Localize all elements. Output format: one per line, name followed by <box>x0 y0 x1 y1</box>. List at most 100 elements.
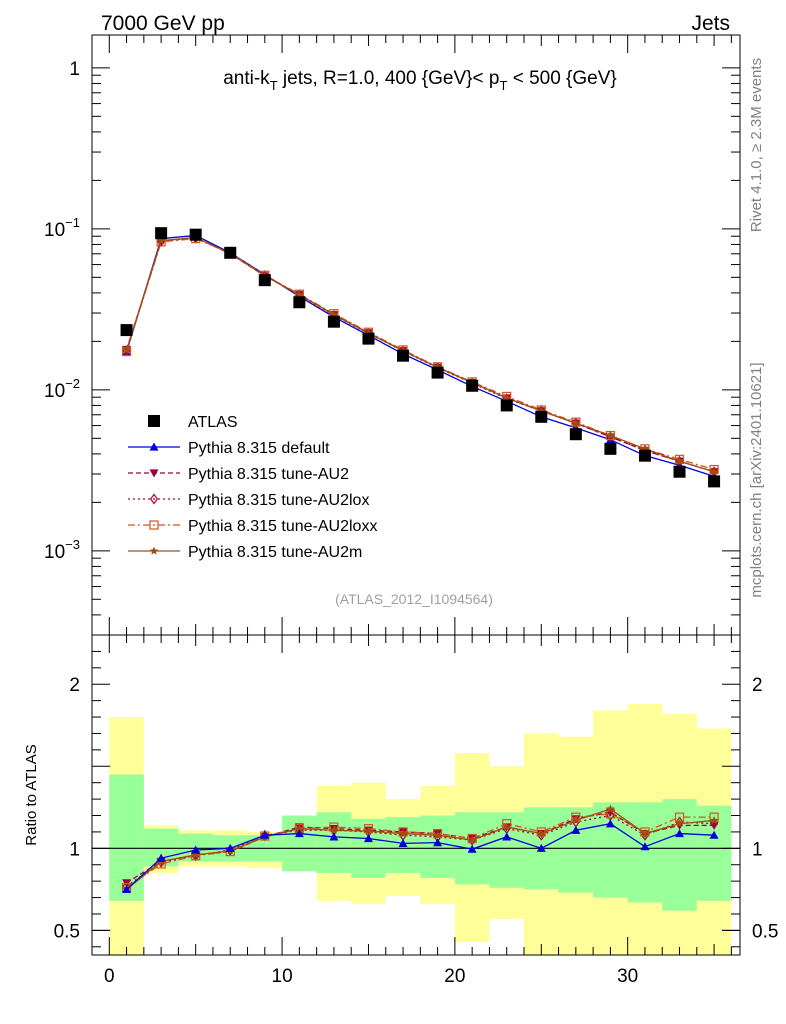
main-line-pythia-8-315-tune-au2 <box>125 237 715 473</box>
ratio-point-pythia-8-315-default <box>675 829 685 838</box>
ratio-band-inner <box>420 815 455 878</box>
main-point-atlas <box>327 315 340 328</box>
ratio-point-pythia-8-315-default <box>502 832 512 841</box>
legend-label-pythia-8-315-tune-au2m: Pythia 8.315 tune-AU2m <box>188 544 362 561</box>
ratio-xtick-label: 30 <box>617 966 638 987</box>
legend-marker-pythia-8-315-tune-au2lox <box>149 493 159 505</box>
main-line-pythia-8-315-tune-au2loxx <box>125 237 715 471</box>
ratio-panel: 0.5 0.51 12 20 10 20 30 Ratio to ATLAS <box>23 634 778 987</box>
ratio-point-pythia-8-315-default <box>329 832 339 841</box>
legend-marker-pythia-8-315-tune-au2 <box>149 469 159 478</box>
ratio-point-pythia-8-315-tune-au2lox <box>709 818 719 830</box>
ratio-ylabel: Ratio to ATLAS <box>23 744 40 845</box>
ratio-point-pythia-8-315-tune-au2m <box>329 825 339 834</box>
ratio-point-pythia-8-315-tune-au2loxx <box>433 828 443 839</box>
ratio-point-pythia-8-315-tune-au2m <box>675 819 684 828</box>
main-point-atlas <box>362 332 375 345</box>
main-line-pythia-8-315-tune-au2m <box>125 236 715 473</box>
ratio-line-pythia-8-315-tune-au2loxx <box>126 813 715 889</box>
ratio-line-pythia-8-315-default <box>126 823 715 890</box>
main-point-atlas <box>500 399 513 412</box>
ratio-line-pythia-8-315-tune-au2m <box>126 808 715 890</box>
ratio-point-pythia-8-315-default <box>605 819 615 828</box>
legend: ATLAS Pythia 8.315 default Pythia 8.315 tu… <box>128 414 377 561</box>
main-point-pythia-8-315-tune-au2m <box>156 236 166 245</box>
ratio-point-pythia-8-315-tune-au2loxx <box>398 827 408 837</box>
ratio-point-pythia-8-315-tune-au2m <box>640 829 650 838</box>
ratio-point-pythia-8-315-default <box>709 830 719 839</box>
header-left: 7000 GeV pp <box>101 12 225 35</box>
main-ytick-label: 1 <box>69 59 80 80</box>
ratio-ytick-label: 0.5 <box>54 921 80 942</box>
ratio-band-inner <box>627 802 663 903</box>
legend-marker-atlas <box>148 415 160 427</box>
ratio-xtick-label: 10 <box>272 966 293 987</box>
main-point-atlas <box>293 296 306 309</box>
ratio-point-pythia-8-315-tune-au2m <box>709 815 719 825</box>
main-point-atlas <box>258 274 271 287</box>
legend-label-atlas: ATLAS <box>188 414 238 431</box>
ratio-point-pythia-8-315-default <box>294 829 304 838</box>
analysis-id: (ATLAS_2012_I1094564) <box>335 591 493 607</box>
ratio-point-pythia-8-315-tune-au2m <box>398 829 408 838</box>
mcplots-label: mcplots.cern.ch [arXiv:2401.10621] <box>748 362 765 597</box>
ratio-xtick-label: 20 <box>444 966 465 987</box>
ratio-point-pythia-8-315-default <box>467 844 477 853</box>
ratio-point-pythia-8-315-tune-au2m <box>467 835 477 844</box>
ratio-point-pythia-8-315-default <box>363 833 373 843</box>
main-point-atlas <box>466 379 479 392</box>
main-point-pythia-8-315-tune-au2m <box>709 467 719 476</box>
main-point-atlas <box>569 428 582 441</box>
legend-marker-pythia-8-315-tune-au2loxx <box>149 520 159 530</box>
ratio-band-inner <box>316 812 352 873</box>
ratio-point-pythia-8-315-default <box>156 853 166 862</box>
legend-marker-pythia-8-315-default <box>149 442 159 451</box>
ratio-ytick-label: 2 <box>69 675 80 696</box>
main-point-atlas <box>397 349 410 362</box>
main-point-atlas <box>155 227 168 240</box>
ratio-point-pythia-8-315-default <box>433 838 443 847</box>
main-point-pythia-8-315-tune-au2m <box>571 418 581 427</box>
ratio-point-pythia-8-315-tune-au2m <box>364 826 373 835</box>
main-point-atlas <box>708 475 721 488</box>
main-ytick-label: 10−2 <box>44 376 80 402</box>
ratio-ytick-label-right: 1 <box>752 839 763 860</box>
ratio-point-pythia-8-315-tune-au2m <box>606 804 615 813</box>
plot-title: anti-kT jets, R=1.0, 400 {GeV}< pT < 500… <box>223 68 617 93</box>
ratio-ytick-label: 1 <box>69 839 80 860</box>
ratio-point-pythia-8-315-tune-au2m <box>433 830 442 839</box>
main-point-pythia-8-315-tune-au2m <box>122 345 131 354</box>
ratio-point-pythia-8-315-tune-au2m <box>191 850 200 859</box>
main-point-pythia-8-315-tune-au2m <box>675 456 684 465</box>
ratio-point-pythia-8-315-default <box>398 838 408 848</box>
ratio-point-pythia-8-315-default <box>536 843 546 852</box>
ratio-xtick-label: 0 <box>104 966 115 987</box>
legend-label-pythia-8-315-default: Pythia 8.315 default <box>188 440 330 457</box>
ratio-point-pythia-8-315-default <box>571 825 581 834</box>
legend-marker-pythia-8-315-tune-au2m <box>149 546 159 555</box>
ratio-point-pythia-8-315-default <box>122 884 132 893</box>
main-point-atlas <box>673 465 686 478</box>
ratio-point-pythia-8-315-default <box>191 845 201 854</box>
ratio-point-pythia-8-315-tune-au2m <box>537 829 546 838</box>
ratio-point-pythia-8-315-tune-au2m <box>295 824 304 833</box>
ratio-point-pythia-8-315-default <box>640 842 650 851</box>
header-right: Jets <box>691 12 730 35</box>
main-point-atlas <box>638 449 651 462</box>
ratio-ytick-label-right: 0.5 <box>752 921 778 942</box>
ratio-point-pythia-8-315-default <box>225 843 235 852</box>
main-point-atlas <box>431 366 444 379</box>
main-point-atlas <box>604 442 617 455</box>
main-point-atlas <box>224 246 237 259</box>
ratio-point-pythia-8-315-default <box>260 830 270 839</box>
main-point-pythia-8-315-tune-au2m <box>606 431 615 440</box>
main-point-atlas <box>120 324 133 337</box>
main-line-pythia-8-315-tune-au2lox <box>125 237 715 473</box>
main-point-atlas <box>535 410 548 423</box>
ratio-point-pythia-8-315-tune-au2m <box>571 815 581 825</box>
main-point-atlas <box>189 228 202 241</box>
main-ytick-label: 10−3 <box>44 537 80 563</box>
main-ytick-label: 10−1 <box>44 215 80 241</box>
rivet-label: Rivet 4.1.0, ≥ 2.3M events <box>748 58 765 232</box>
